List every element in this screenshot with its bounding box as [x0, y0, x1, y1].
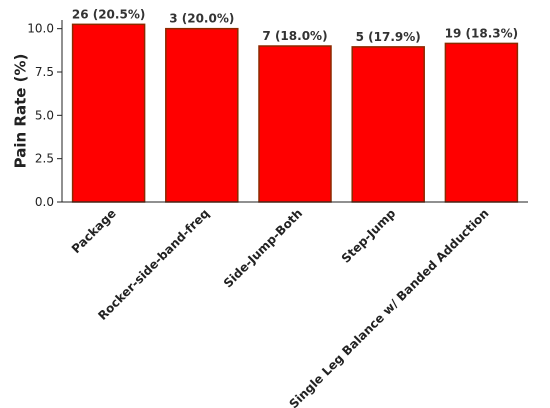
y-axis-ticks: 0.0 2.5 5.0 7.5 10.0	[27, 22, 62, 209]
x-tick-label: Package	[69, 206, 119, 256]
y-tick-label: 5.0	[35, 108, 54, 122]
y-tick-label: 0.0	[35, 195, 54, 209]
bar	[444, 42, 519, 203]
bar	[71, 23, 146, 203]
bar-data-label: 3 (20.0%)	[169, 12, 234, 26]
x-tick-label: Single Leg Balance w/ Banded Adduction	[286, 206, 491, 408]
x-tick-label: Side-Jump-Both	[221, 206, 305, 290]
y-axis-label: Pain Rate (%)	[11, 54, 29, 169]
y-tick-label: 10.0	[27, 22, 54, 36]
y-tick-label: 7.5	[35, 65, 54, 79]
bar-data-label: 7 (18.0%)	[262, 29, 327, 43]
bar-data-label: 19 (18.3%)	[445, 26, 518, 40]
data-labels: 26 (20.5%) 3 (20.0%) 7 (18.0%) 5 (17.9%) 19 …	[72, 7, 518, 44]
y-tick-label: 2.5	[35, 152, 54, 166]
bar-data-label: 5 (17.9%)	[356, 30, 421, 44]
bar	[165, 27, 239, 203]
x-tick-label: Step-Jump	[339, 206, 399, 266]
x-tick-label: Rocker-side-band-freq	[95, 206, 212, 323]
bar	[258, 45, 332, 203]
bar	[351, 46, 425, 203]
bars	[71, 23, 519, 203]
bar-data-label: 26 (20.5%)	[72, 7, 145, 21]
